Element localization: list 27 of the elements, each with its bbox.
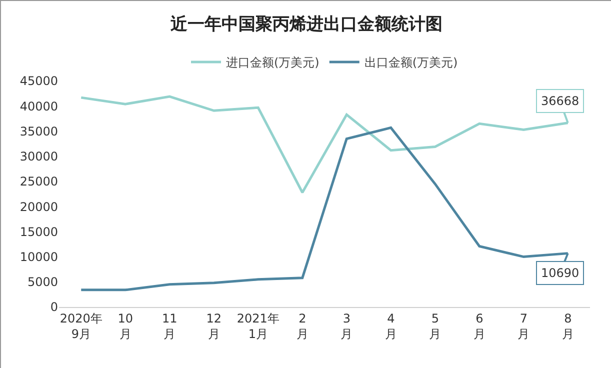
y-tick-label: 20000 xyxy=(20,200,58,214)
y-tick-label: 10000 xyxy=(20,250,58,264)
chart-title: 近一年中国聚丙烯进出口金额统计图 xyxy=(170,14,442,34)
x-tick-label: 7 月 xyxy=(518,311,530,341)
data-label: 10690 xyxy=(541,266,580,280)
legend-label: 进口金额(万美元) xyxy=(226,56,320,70)
data-label: 36668 xyxy=(541,94,580,108)
y-tick-label: 15000 xyxy=(20,224,58,239)
x-tick-label: 6 月 xyxy=(473,311,486,341)
y-tick-label: 25000 xyxy=(20,174,58,189)
x-tick-label: 2020年 9月 xyxy=(60,311,102,341)
legend-label: 出口金额(万美元) xyxy=(364,56,458,70)
y-tick-label: 35000 xyxy=(20,124,58,138)
x-tick-label: 2 月 xyxy=(296,311,308,341)
x-tick-label: 10 月 xyxy=(118,311,134,341)
y-tick-label: 5000 xyxy=(27,275,58,290)
y-tick-label: 0 xyxy=(50,300,58,314)
x-tick-label: 4 月 xyxy=(384,311,397,341)
x-tick-label: 2021年 1月 xyxy=(236,311,280,341)
x-tick-label: 11 月 xyxy=(162,311,178,341)
x-tick-label: 12 月 xyxy=(206,311,222,341)
x-tick-label: 3 月 xyxy=(340,311,353,341)
y-tick-label: 45000 xyxy=(20,74,58,88)
y-tick-label: 30000 xyxy=(20,150,58,164)
y-tick-label: 40000 xyxy=(20,99,58,114)
x-tick-label: 8 月 xyxy=(562,311,574,341)
x-tick-label: 5 月 xyxy=(429,311,442,341)
